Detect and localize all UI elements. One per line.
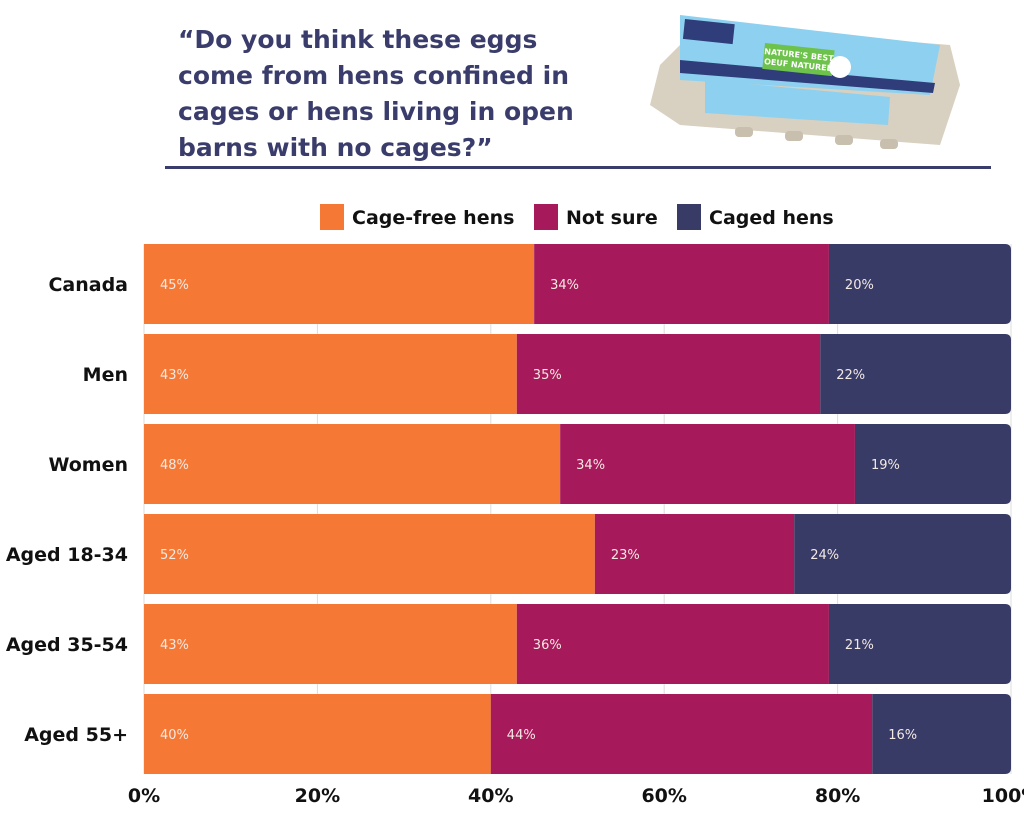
data-label: 43% bbox=[160, 368, 189, 383]
bar-segment-not-sure bbox=[516, 334, 821, 414]
legend-label: Cage-free hens bbox=[352, 207, 514, 229]
data-label: 52% bbox=[160, 548, 189, 563]
legend-label: Not sure bbox=[566, 207, 658, 229]
data-label: 24% bbox=[810, 548, 839, 563]
data-label: 23% bbox=[611, 548, 640, 563]
category-label: Aged 18-34 bbox=[6, 544, 128, 566]
bar-segment-cage-free-hens bbox=[144, 694, 491, 774]
data-label: 44% bbox=[507, 728, 536, 743]
data-label: 21% bbox=[845, 638, 874, 653]
data-label: 35% bbox=[533, 368, 562, 383]
bar-segment-not-sure bbox=[490, 694, 873, 774]
category-label: Aged 35-54 bbox=[6, 634, 128, 656]
x-tick-label: 40% bbox=[468, 785, 513, 807]
bar-segment-not-sure bbox=[594, 514, 795, 594]
category-label: Canada bbox=[48, 274, 128, 296]
x-tick-label: 60% bbox=[641, 785, 686, 807]
bar-segment-caged-hens bbox=[854, 424, 1011, 504]
bar-segment-caged-hens bbox=[872, 694, 1011, 774]
bar-segment-caged-hens bbox=[820, 334, 1011, 414]
x-tick-label: 0% bbox=[128, 785, 160, 807]
bar-segment-caged-hens bbox=[828, 604, 1011, 684]
legend-label: Caged hens bbox=[709, 207, 834, 229]
bar-segment-caged-hens bbox=[794, 514, 1011, 594]
data-label: 36% bbox=[533, 638, 562, 653]
data-label: 19% bbox=[871, 458, 900, 473]
bar-segment-cage-free-hens bbox=[144, 514, 595, 594]
data-label: 34% bbox=[576, 458, 605, 473]
bar-segment-cage-free-hens bbox=[144, 604, 517, 684]
legend-swatch bbox=[677, 204, 701, 230]
legend-swatch bbox=[320, 204, 344, 230]
data-label: 48% bbox=[160, 458, 189, 473]
data-label: 34% bbox=[550, 278, 579, 293]
data-label: 40% bbox=[160, 728, 189, 743]
category-label: Aged 55+ bbox=[24, 724, 128, 746]
x-tick-label: 80% bbox=[815, 785, 860, 807]
bar-segment-not-sure bbox=[560, 424, 855, 504]
chart-title: “Do you think these eggs come from hens … bbox=[178, 25, 574, 162]
bar-segment-not-sure bbox=[516, 604, 829, 684]
data-label: 43% bbox=[160, 638, 189, 653]
data-label: 16% bbox=[888, 728, 917, 743]
data-label: 22% bbox=[836, 368, 865, 383]
category-label: Men bbox=[83, 364, 128, 386]
bar-segment-not-sure bbox=[534, 244, 829, 324]
bar-segment-cage-free-hens bbox=[144, 424, 561, 504]
data-label: 45% bbox=[160, 278, 189, 293]
title-divider bbox=[165, 166, 991, 169]
bar-segment-cage-free-hens bbox=[144, 334, 517, 414]
bar-segment-cage-free-hens bbox=[144, 244, 535, 324]
bar-segment-caged-hens bbox=[828, 244, 1011, 324]
legend-swatch bbox=[534, 204, 558, 230]
x-tick-label: 20% bbox=[295, 785, 340, 807]
x-tick-label: 100% bbox=[982, 785, 1024, 807]
egg-carton-image: NATURE'S BEST OEUF NATUREL bbox=[650, 15, 960, 149]
category-label: Women bbox=[48, 454, 128, 476]
data-label: 20% bbox=[845, 278, 874, 293]
